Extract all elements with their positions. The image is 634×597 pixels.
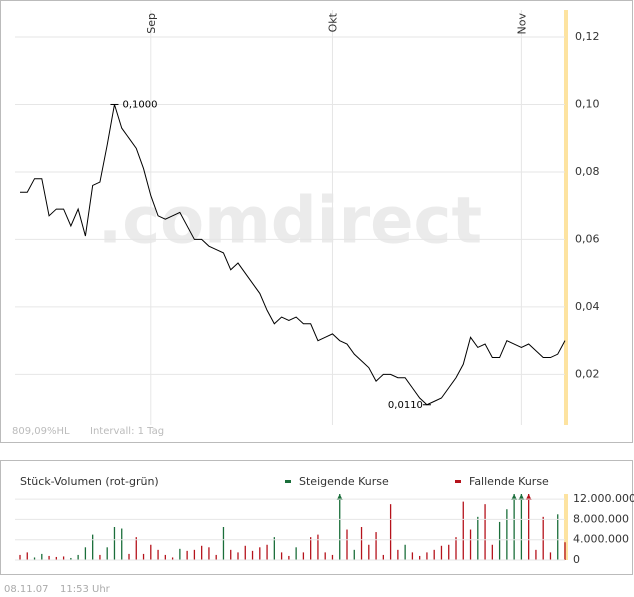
legend-swatch [455, 480, 461, 483]
info: 809,09%HL [12, 426, 70, 437]
y-tick-label: 0,10 [575, 97, 600, 110]
legend-swatch [285, 480, 291, 483]
legend-label: Steigende Kurse [299, 475, 389, 488]
x-tick-label: Nov [515, 13, 528, 35]
annotation: 0,1000 [122, 99, 157, 110]
x-tick-label: Okt [326, 12, 339, 32]
footer-date: 08.11.07 [4, 584, 49, 595]
price-panel [0, 0, 633, 443]
y-tick-label: 0,08 [575, 165, 600, 178]
current-marker [564, 10, 568, 425]
volume-title: Stück-Volumen (rot-grün) [20, 475, 159, 488]
overflow-arrow [518, 494, 525, 500]
volume-panel [0, 460, 633, 575]
y-tick-label: 0,02 [575, 367, 600, 380]
overflow-arrow [525, 494, 532, 500]
overflow-arrow [511, 494, 518, 500]
info: Intervall: 1 Tag [90, 426, 164, 437]
price-line [20, 104, 566, 406]
volume-bars [19, 494, 566, 560]
y-tick-label: 8.000.000 [573, 512, 629, 525]
x-tick-label: Sep [145, 13, 158, 34]
watermark: .comdirect [98, 185, 482, 259]
footer-time: 11:53 Uhr [60, 584, 111, 595]
overflow-arrow [336, 494, 343, 500]
current-marker [564, 494, 568, 560]
y-tick-label: 4.000.000 [573, 533, 629, 546]
y-tick-label: 0,06 [575, 232, 600, 245]
y-tick-label: 12.000.000 [573, 492, 634, 505]
y-tick-label: 0,04 [575, 300, 600, 313]
y-tick-label: 0 [573, 553, 580, 566]
y-tick-label: 0,12 [575, 30, 600, 43]
legend-label: Fallende Kurse [469, 475, 549, 488]
annotation: 0,0110 [388, 400, 423, 411]
